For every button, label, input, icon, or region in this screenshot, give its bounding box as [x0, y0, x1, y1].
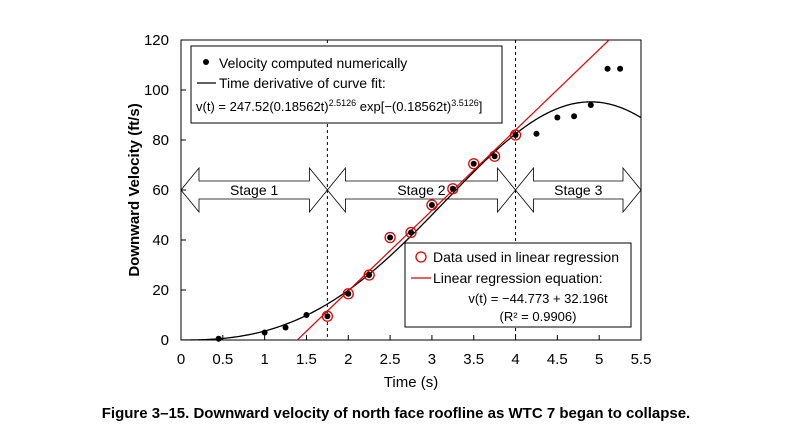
velocity-point [554, 114, 561, 121]
regression-point [468, 158, 480, 170]
velocity-point [387, 234, 394, 241]
x-tick-label: 1.5 [296, 351, 317, 368]
y-axis-label: Downward Velocity (ft/s) [126, 103, 143, 276]
legend-top-box [190, 45, 503, 124]
y-tick-label: 80 [152, 132, 169, 149]
velocity-point [282, 324, 289, 331]
x-tick-label: 0.5 [212, 351, 233, 368]
x-axis-label: Time (s) [384, 374, 438, 391]
velocity-point [303, 312, 310, 318]
velocity-point [345, 290, 352, 297]
x-tick-label: 0 [177, 351, 185, 368]
regression-point [447, 183, 459, 195]
legend-r-squared: (R² = 0.9906) [500, 309, 577, 324]
figure-caption: Figure 3–15. Downward velocity of north … [101, 405, 691, 422]
y-tick-label: 20 [152, 282, 169, 299]
legend-regression-label: Data used in linear regression [433, 249, 619, 265]
x-tick-label: 1 [260, 351, 268, 368]
regression-point [384, 231, 396, 244]
velocity-point [512, 132, 519, 138]
velocity-point [617, 65, 624, 72]
velocity-chart: Stage 1 Stage 2 Stage 3 0 0.5 1 1.5 2 2.5 3 3.5 4 4.… [126, 32, 652, 391]
legend-bottom-box [404, 242, 632, 328]
regression-point [363, 269, 375, 281]
y-tick-label: 0 [161, 332, 169, 349]
x-tick-label: 2.5 [380, 351, 401, 368]
velocity-point [428, 202, 435, 208]
x-tick-label: 4 [511, 351, 519, 368]
velocity-point [491, 153, 498, 160]
x-tick-label: 3.5 [463, 351, 484, 368]
legend-regression-equation: v(t) = −44.773 + 32.196t [468, 291, 608, 306]
x-tick-label: 5.5 [631, 351, 652, 368]
legend-curve-label: Time derivative of curve fit: [219, 75, 386, 91]
legend-regline-label: Linear regression equation: [433, 270, 603, 286]
y-tick-label: 60 [152, 182, 169, 199]
y-tick-label: 100 [144, 82, 169, 99]
velocity-point [366, 272, 373, 278]
velocity-point [261, 329, 268, 336]
velocity-point [533, 130, 540, 137]
regression-point [342, 288, 354, 300]
x-tick-label: 4.5 [547, 351, 568, 368]
regression-point [321, 310, 334, 322]
velocity-point [324, 313, 331, 320]
velocity-point [470, 160, 477, 167]
x-tick-label: 3 [428, 351, 436, 368]
y-tick-label: 120 [144, 32, 169, 49]
velocity-point [449, 185, 456, 192]
legend-velocity-marker [203, 59, 209, 65]
regression-point [426, 199, 438, 211]
legend-regression-marker [415, 251, 427, 263]
regression-point [405, 226, 417, 239]
x-tick-label: 5 [595, 351, 603, 368]
regression-point [509, 129, 522, 141]
stage-label-1: Stage 1 [230, 182, 278, 198]
velocity-point [587, 102, 594, 108]
legend-velocity-label: Velocity computed numerically [219, 55, 407, 71]
velocity-point [571, 113, 578, 120]
legend-curve-equation: v(t) = 247.52(0.18562t)2.5126 exp[−(0.18… [196, 98, 482, 114]
velocity-point [604, 65, 611, 72]
regression-point [488, 150, 501, 162]
x-tick-label: 2 [344, 351, 352, 368]
y-tick-label: 40 [152, 232, 169, 249]
curve-fit-line [181, 101, 641, 340]
velocity-point [408, 229, 414, 236]
velocity-point [215, 335, 222, 342]
stage-label-2: Stage 2 [397, 182, 445, 198]
stage-label-3: Stage 3 [554, 182, 602, 198]
